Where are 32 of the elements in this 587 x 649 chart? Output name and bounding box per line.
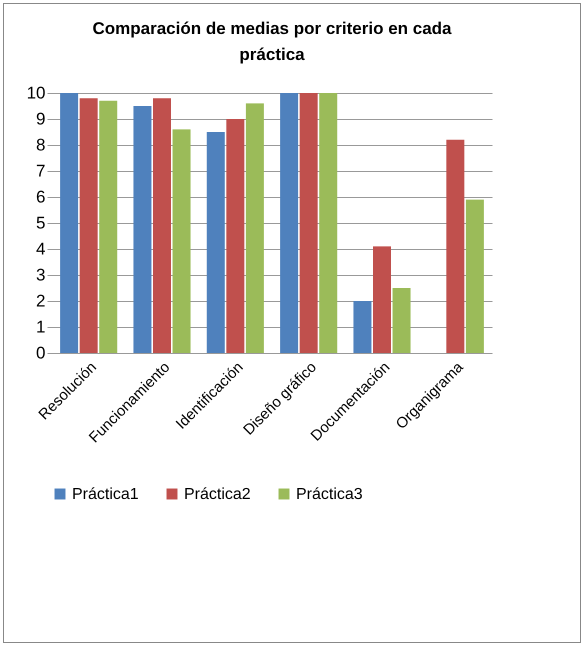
bar: [172, 129, 191, 353]
bar: [319, 93, 338, 353]
y-tick-label: 2: [36, 292, 46, 310]
y-tick-label: 5: [36, 214, 46, 232]
y-tick-label: 6: [36, 188, 46, 206]
legend-label: Práctica3: [296, 486, 363, 503]
y-tick-label: 8: [36, 136, 46, 154]
bar: [80, 98, 98, 353]
bar: [300, 93, 318, 353]
bar: [206, 132, 225, 353]
bar: [133, 106, 152, 353]
legend-label: Práctica1: [72, 486, 139, 503]
y-tick-label: 4: [36, 240, 46, 258]
bar: [353, 301, 372, 353]
y-tick-label: 0: [36, 344, 46, 362]
chart-title: Comparación de medias por criterio en cada práctica: [92, 19, 452, 64]
y-tick-label: 1: [36, 318, 46, 336]
y-tick-label: 3: [36, 266, 46, 284]
y-tick-label: 9: [36, 110, 46, 128]
bar: [226, 119, 244, 353]
bar: [446, 140, 464, 353]
bar: [99, 100, 118, 353]
bar: [392, 288, 411, 353]
bar: [373, 246, 391, 353]
bar: [246, 103, 264, 353]
bar: [466, 200, 484, 353]
y-tick-label: 7: [36, 162, 46, 180]
legend-label: Práctica2: [184, 486, 251, 503]
bar: [153, 98, 171, 353]
y-tick-label: 10: [26, 84, 46, 102]
bar: [280, 93, 298, 353]
bar: [60, 93, 78, 353]
